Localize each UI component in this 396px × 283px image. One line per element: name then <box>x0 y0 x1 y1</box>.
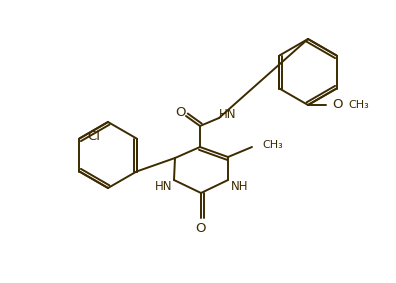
Text: O: O <box>196 222 206 235</box>
Text: HN: HN <box>219 108 237 121</box>
Text: HN: HN <box>155 181 173 194</box>
Text: CH₃: CH₃ <box>262 140 283 150</box>
Text: O: O <box>332 98 343 112</box>
Text: CH₃: CH₃ <box>348 100 369 110</box>
Text: O: O <box>175 106 185 119</box>
Text: NH: NH <box>231 181 249 194</box>
Text: Cl: Cl <box>87 130 100 143</box>
